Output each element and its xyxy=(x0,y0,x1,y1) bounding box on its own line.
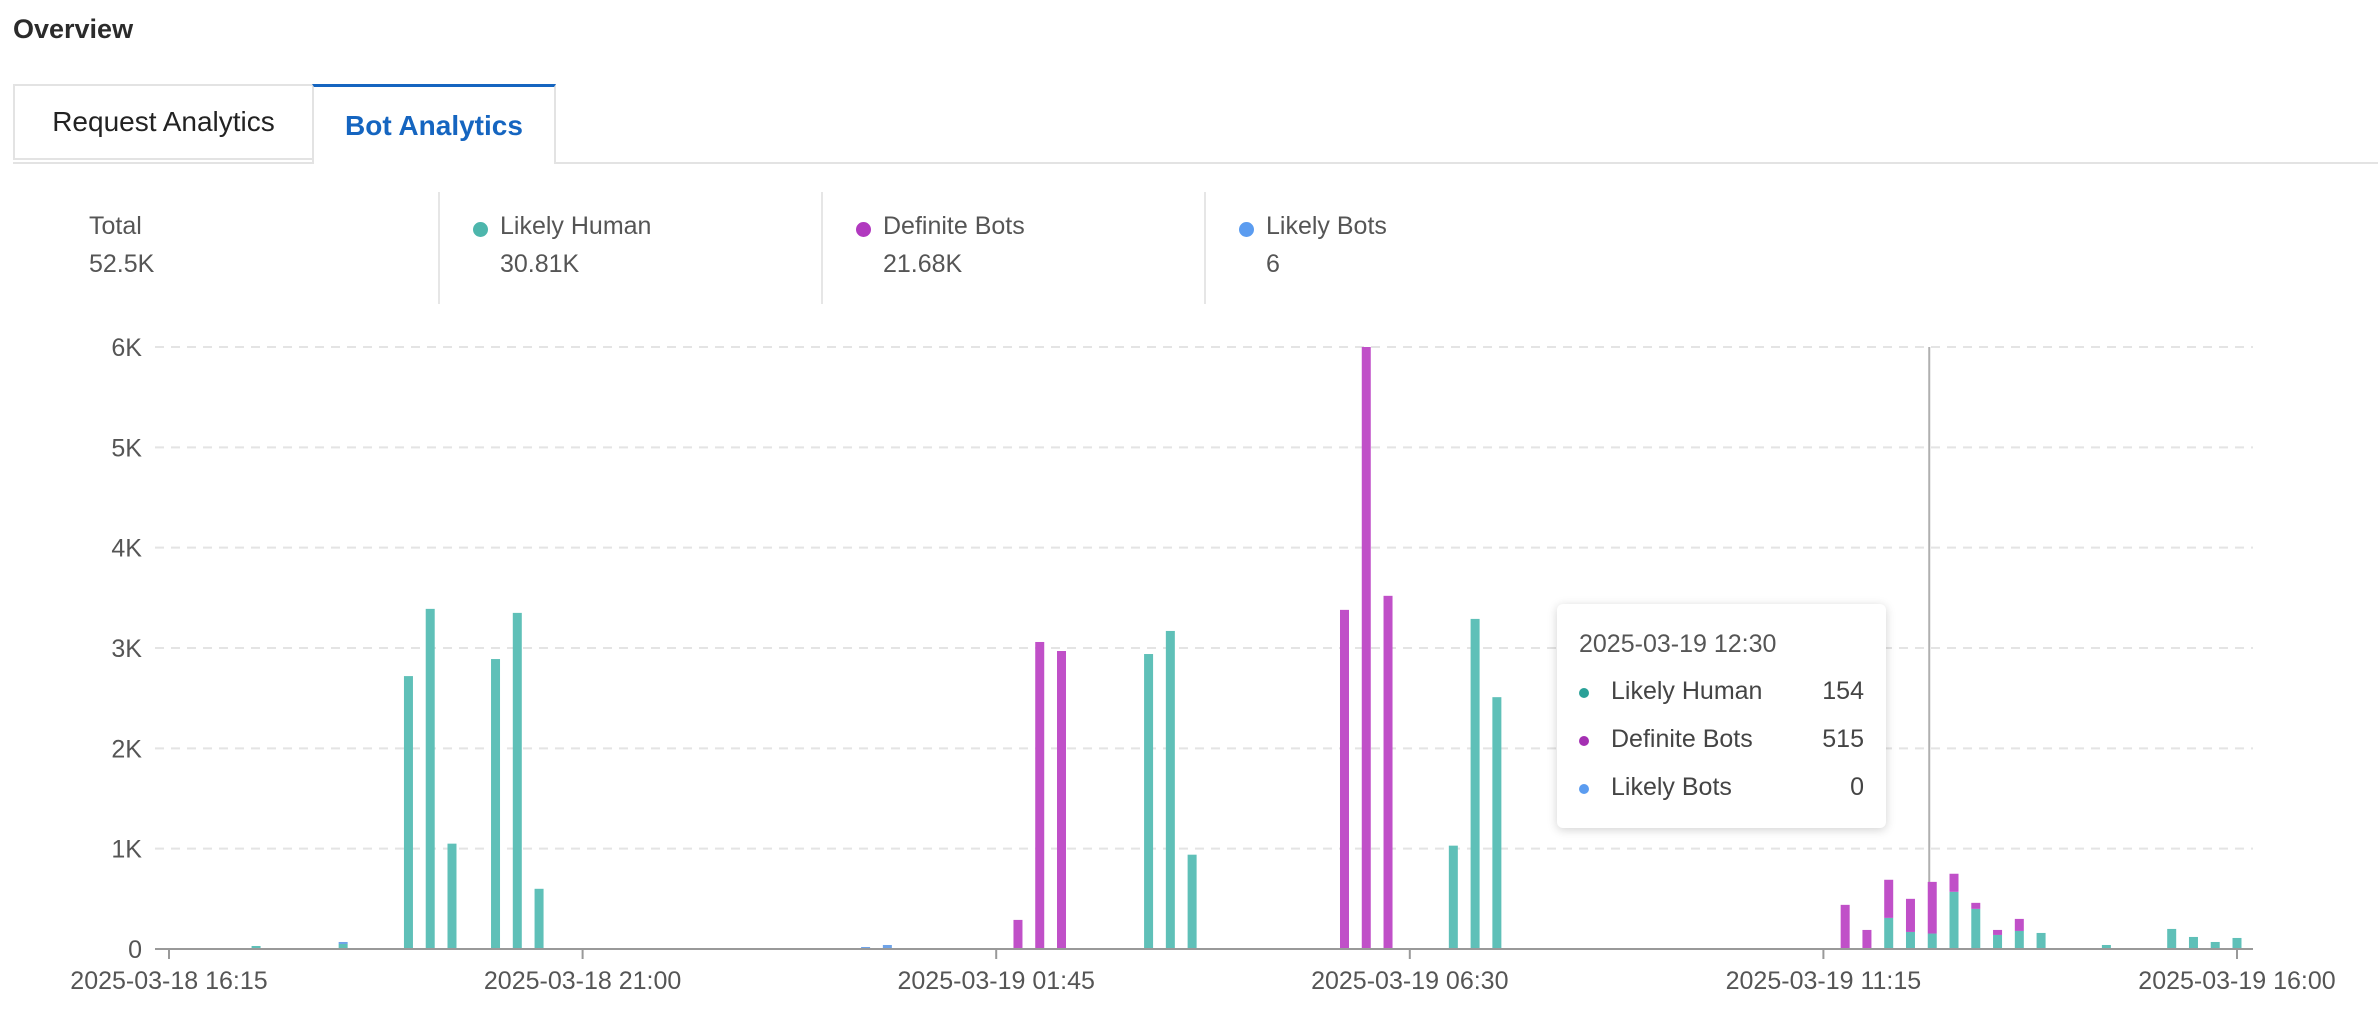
page-title: Overview xyxy=(13,14,134,44)
bar-definite-bots xyxy=(1339,609,1349,949)
likely-human-dot-icon xyxy=(473,222,488,237)
stat-likely-human-label: Likely Human xyxy=(500,212,652,240)
bar-definite-bots xyxy=(2014,918,2024,931)
bar-likely-human xyxy=(1905,931,1915,949)
bar-definite-bots xyxy=(1840,904,1850,949)
bar-likely-human xyxy=(512,612,522,949)
tooltip-series-value: 0 xyxy=(1850,773,1864,801)
stats-summary: Total 52.5K Likely Human 30.81K Definite… xyxy=(0,192,1500,304)
x-tick-label: 2025-03-19 16:00 xyxy=(2138,967,2335,995)
bar-likely-human xyxy=(1470,618,1480,949)
chart-tooltip: 2025-03-19 12:30 Likely Human 154 Defini… xyxy=(1557,604,1886,828)
x-tick-label: 2025-03-18 21:00 xyxy=(484,967,681,995)
stat-likely-bots-label: Likely Bots xyxy=(1266,212,1387,240)
bar-likely-human xyxy=(2014,930,2024,949)
tooltip-series-value: 154 xyxy=(1822,677,1864,705)
bar-likely-human xyxy=(2210,941,2220,949)
bar-likely-bots xyxy=(861,946,871,949)
bar-likely-human xyxy=(1884,917,1894,949)
stat-divider xyxy=(1204,192,1206,304)
bar-definite-bots xyxy=(1971,902,1981,909)
x-tick-label: 2025-03-19 06:30 xyxy=(1311,967,1508,995)
y-tick-label: 5K xyxy=(111,434,142,462)
tab-bar: Request Analytics Bot Analytics xyxy=(13,84,2378,164)
bar-definite-bots xyxy=(1927,881,1937,934)
bar-likely-human xyxy=(447,843,457,949)
stat-likely-human-value: 30.81K xyxy=(500,250,580,278)
tooltip-title: 2025-03-19 12:30 xyxy=(1579,630,1777,658)
tooltip-series-name: Likely Bots xyxy=(1611,773,1732,801)
tooltip-series-value: 515 xyxy=(1822,725,1864,753)
y-tick-label: 2K xyxy=(111,735,142,763)
bar-likely-human xyxy=(338,943,348,949)
bar-likely-human xyxy=(1492,697,1502,949)
y-tick-label: 0 xyxy=(128,936,142,964)
stat-total-value: 52.5K xyxy=(89,250,155,278)
bar-definite-bots xyxy=(1035,641,1045,949)
y-tick-label: 6K xyxy=(111,334,142,362)
bar-likely-bots xyxy=(338,941,348,944)
stat-divider xyxy=(438,192,440,304)
bar-likely-human xyxy=(2036,932,2046,949)
bar-likely-human xyxy=(403,676,413,949)
tooltip-series-name: Definite Bots xyxy=(1611,725,1753,753)
bot-analytics-chart[interactable]: 0 1K 2K 3K 4K 5K 6K 2025-03-18 16:15 2025-03-18 … xyxy=(0,320,2378,1020)
bar-definite-bots xyxy=(1361,347,1371,949)
stat-likely-bots-value: 6 xyxy=(1266,250,1280,278)
bar-likely-human xyxy=(1448,845,1458,949)
tab-bot-analytics[interactable]: Bot Analytics xyxy=(312,84,556,164)
bar-likely-human xyxy=(1993,934,2003,949)
definite-bots-dot-icon xyxy=(856,222,871,237)
bar-likely-human xyxy=(251,945,261,949)
bar-definite-bots xyxy=(1905,898,1915,932)
tooltip-row-likely-human: Likely Human 154 xyxy=(1579,677,1864,707)
stat-total-label: Total xyxy=(89,212,142,240)
bar-definite-bots xyxy=(1013,919,1023,949)
bar-likely-human xyxy=(2101,944,2111,949)
likely-human-dot-icon xyxy=(1579,688,1589,698)
bar-likely-human xyxy=(1187,854,1197,949)
y-tick-label: 3K xyxy=(111,635,142,663)
likely-bots-dot-icon xyxy=(1579,784,1589,794)
definite-bots-dot-icon xyxy=(1579,736,1589,746)
bar-likely-human xyxy=(534,888,544,949)
bar-likely-human xyxy=(425,608,435,949)
stat-divider xyxy=(821,192,823,304)
bar-definite-bots xyxy=(1383,595,1393,949)
stat-definite-bots-label: Definite Bots xyxy=(883,212,1025,240)
bar-likely-human xyxy=(1949,891,1959,949)
y-tick-label: 4K xyxy=(111,535,142,563)
bar-likely-human xyxy=(1971,908,1981,949)
bar-likely-human xyxy=(491,659,501,949)
x-tick-label: 2025-03-19 11:15 xyxy=(1726,967,1922,995)
tooltip-row-likely-bots: Likely Bots 0 xyxy=(1579,773,1864,803)
x-tick-label: 2025-03-19 01:45 xyxy=(898,967,1095,995)
tab-request-analytics[interactable]: Request Analytics xyxy=(13,84,312,160)
bar-definite-bots xyxy=(1993,929,2003,935)
y-tick-label: 1K xyxy=(111,836,142,864)
bar-likely-human xyxy=(2167,928,2177,949)
likely-bots-dot-icon xyxy=(1239,222,1254,237)
bar-likely-human xyxy=(2188,936,2198,949)
bar-definite-bots xyxy=(1862,929,1872,949)
bar-likely-human xyxy=(1927,933,1937,949)
x-tick-label: 2025-03-18 16:15 xyxy=(70,967,267,995)
bar-likely-human xyxy=(2232,937,2242,949)
stat-definite-bots-value: 21.68K xyxy=(883,250,963,278)
bar-likely-bots xyxy=(882,944,892,949)
bar-definite-bots xyxy=(1949,873,1959,892)
tooltip-series-name: Likely Human xyxy=(1611,677,1763,705)
bar-definite-bots xyxy=(1057,651,1067,949)
bar-likely-human xyxy=(1165,630,1175,949)
bar-definite-bots xyxy=(1884,879,1894,918)
tooltip-row-definite-bots: Definite Bots 515 xyxy=(1579,725,1864,755)
bar-likely-human xyxy=(1144,654,1154,949)
